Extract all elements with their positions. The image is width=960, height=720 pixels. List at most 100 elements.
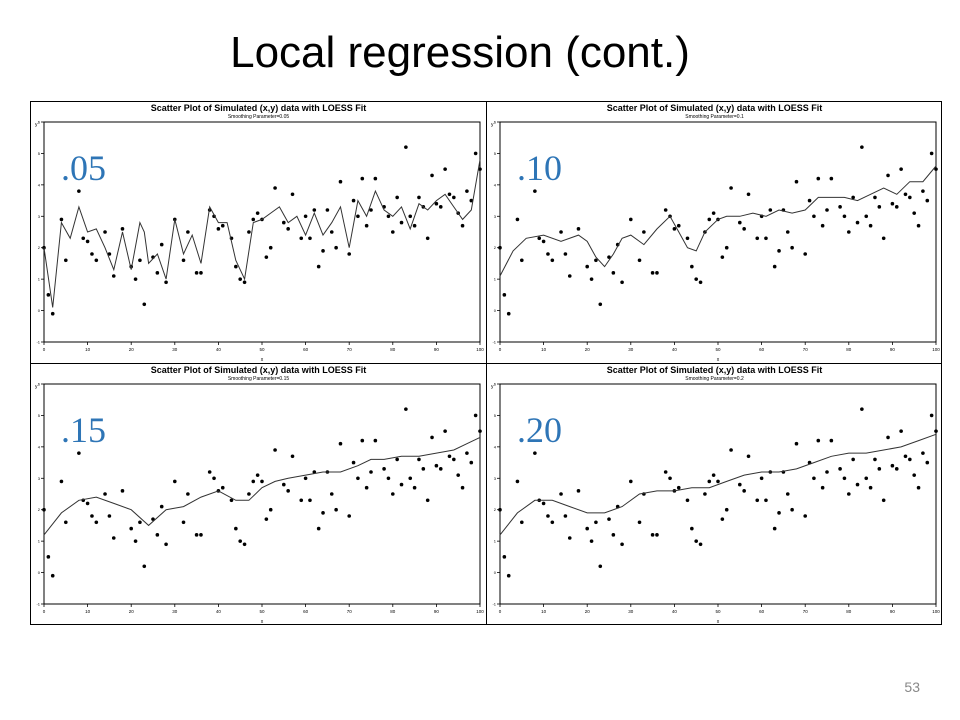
data-point [478, 167, 482, 171]
x-tick-label: 100 [932, 609, 940, 614]
data-point [537, 236, 542, 241]
x-axis-label: x [717, 357, 720, 363]
data-point [520, 520, 524, 525]
data-point [220, 223, 225, 228]
data-point [720, 255, 725, 259]
x-tick-label: 50 [715, 347, 721, 352]
y-tick-label: -1 [492, 602, 496, 607]
data-point [216, 227, 221, 231]
data-point [506, 573, 511, 578]
data-point [690, 526, 694, 531]
data-point [434, 201, 439, 206]
data-point [408, 476, 413, 481]
x-tick-label: 90 [890, 609, 896, 614]
x-tick-label: 30 [172, 609, 178, 614]
x-tick-label: 70 [347, 347, 353, 352]
data-point [825, 208, 829, 212]
loess-scatter-chart: Scatter Plot of Simulated (x,y) data wit… [35, 365, 484, 625]
data-point [155, 533, 160, 537]
data-point [268, 507, 273, 512]
data-point [386, 214, 391, 219]
x-tick-label: 60 [303, 609, 309, 614]
data-point [164, 280, 168, 285]
data-point [533, 189, 537, 193]
data-point [589, 277, 594, 281]
data-point [707, 479, 712, 484]
span-label: .10 [517, 148, 562, 188]
x-tick-label: 90 [890, 347, 896, 352]
data-point [855, 220, 860, 225]
data-point [873, 195, 877, 200]
loess-scatter-chart: Scatter Plot of Simulated (x,y) data wit… [491, 103, 940, 363]
data-point [186, 492, 190, 496]
data-point [864, 476, 869, 481]
x-tick-label: 60 [759, 609, 765, 614]
data-point [803, 514, 807, 518]
plot-frame [499, 383, 937, 605]
data-point [438, 205, 443, 209]
data-point [685, 498, 690, 503]
data-point [247, 230, 251, 234]
data-point [594, 520, 598, 525]
data-point [260, 479, 264, 484]
chart-subtitle: Smoothing Parameter=0.05 [228, 114, 290, 120]
data-point [829, 438, 834, 443]
data-point [550, 258, 555, 263]
y-tick-label: 0 [494, 570, 497, 575]
data-point [85, 501, 90, 506]
y-tick-label: 2 [494, 245, 497, 250]
data-point [64, 520, 68, 525]
data-point [421, 467, 426, 471]
x-tick-label: 10 [85, 609, 91, 614]
data-point [138, 258, 142, 263]
x-tick-label: 20 [585, 347, 591, 352]
data-point [329, 230, 334, 234]
data-point [816, 438, 821, 443]
data-point [286, 489, 290, 493]
y-tick-label: 6 [38, 382, 41, 387]
data-point [546, 252, 550, 256]
data-point [825, 470, 829, 474]
data-point [738, 482, 742, 487]
x-tick-label: 50 [259, 609, 265, 614]
data-point [443, 429, 447, 433]
x-tick-label: 0 [499, 347, 502, 352]
data-point [347, 514, 352, 518]
data-point [255, 211, 260, 215]
chart-title: Scatter Plot of Simulated (x,y) data wit… [151, 103, 367, 113]
data-point [373, 438, 378, 443]
data-point [465, 189, 469, 193]
x-axis-label: x [717, 619, 720, 625]
data-point [308, 236, 312, 241]
data-point [164, 542, 168, 547]
data-point [77, 189, 81, 193]
data-point [868, 485, 873, 490]
loess-fit-line [43, 159, 481, 308]
data-point [890, 463, 895, 468]
data-point [290, 192, 295, 197]
x-tick-label: 30 [172, 347, 178, 352]
y-tick-label: 5 [38, 151, 41, 156]
y-tick-label: 1 [494, 277, 497, 282]
data-point [772, 526, 777, 531]
data-point [351, 198, 356, 203]
data-point [533, 451, 537, 455]
data-point [611, 533, 616, 537]
data-point [729, 448, 733, 452]
data-point [334, 245, 338, 250]
data-point [360, 438, 365, 443]
data-point [42, 507, 46, 512]
data-point [790, 245, 794, 250]
chart-title: Scatter Plot of Simulated (x,y) data wit… [607, 103, 823, 113]
data-point [724, 245, 729, 250]
data-point [642, 230, 646, 234]
data-point [391, 230, 395, 234]
data-point [290, 454, 295, 459]
data-point [742, 227, 746, 231]
data-point [812, 476, 816, 481]
data-point [676, 223, 681, 228]
data-point [794, 441, 799, 446]
chart-subtitle: Smoothing Parameter=0.1 [685, 114, 744, 120]
data-point [234, 526, 238, 531]
data-point [711, 211, 716, 215]
